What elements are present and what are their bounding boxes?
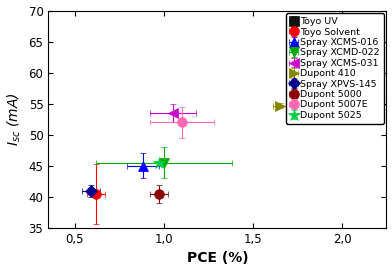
Legend: Toyo UV, Toyo Solvent, Spray XCMS-016, Spray XCMD-022, Spray XCMS-031, Dupont 41: Toyo UV, Toyo Solvent, Spray XCMS-016, S… [286, 13, 384, 124]
Y-axis label: $I_{sc}$ (mA): $I_{sc}$ (mA) [5, 92, 23, 146]
X-axis label: PCE (%): PCE (%) [187, 251, 248, 265]
